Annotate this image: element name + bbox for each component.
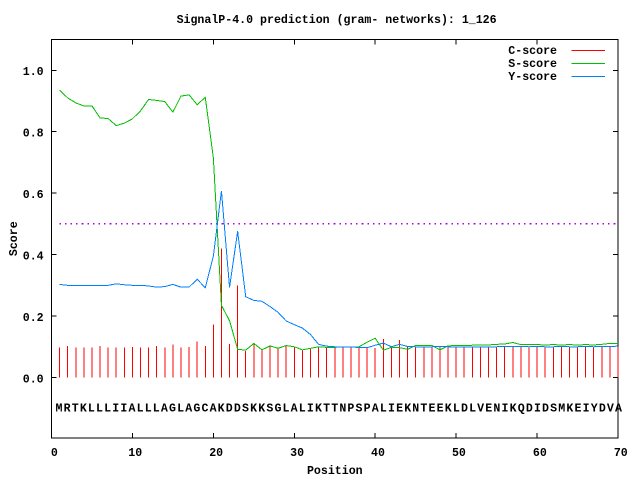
svg-text:Score: Score [8, 221, 21, 256]
svg-text:10: 10 [128, 447, 142, 460]
svg-text:0.6: 0.6 [23, 189, 44, 202]
svg-text:Y-score: Y-score [508, 71, 557, 84]
svg-text:70: 70 [614, 447, 628, 460]
svg-text:0: 0 [51, 447, 58, 460]
svg-text:MRTKLLLIIALLLAGLAGCAKDDSKKSGLA: MRTKLLLIIALLLAGLAGCAKDDSKKSGLALIKTTNPSPA… [56, 403, 623, 416]
svg-text:40: 40 [371, 447, 385, 460]
svg-text:20: 20 [209, 447, 223, 460]
svg-text:Position: Position [307, 465, 363, 478]
svg-text:0.4: 0.4 [23, 250, 44, 263]
svg-text:0.8: 0.8 [23, 128, 44, 141]
svg-text:1.0: 1.0 [23, 66, 44, 79]
svg-text:SignalP-4.0 prediction (gram-: SignalP-4.0 prediction (gram- networks):… [177, 14, 497, 27]
svg-text:C-score: C-score [508, 45, 557, 58]
svg-text:S-score: S-score [508, 58, 557, 71]
svg-text:0.0: 0.0 [23, 373, 44, 386]
svg-text:50: 50 [452, 447, 466, 460]
svg-text:60: 60 [533, 447, 547, 460]
svg-text:30: 30 [290, 447, 304, 460]
svg-text:0.2: 0.2 [23, 312, 44, 325]
